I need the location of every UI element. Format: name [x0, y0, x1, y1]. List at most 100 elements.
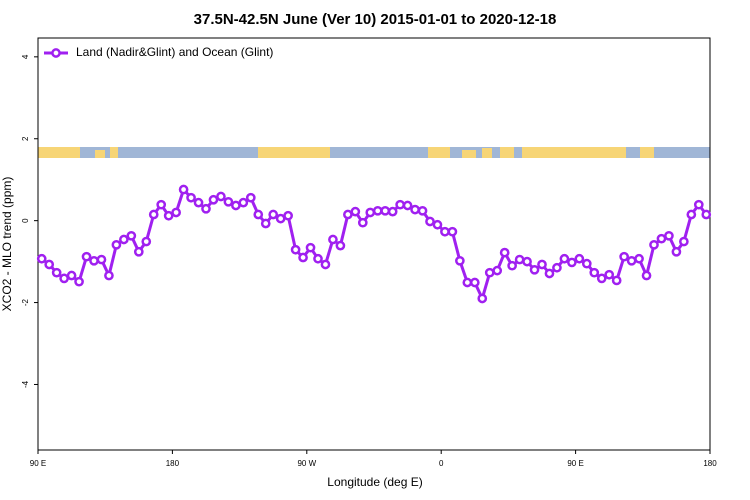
x-axis-label: Longitude (deg E)	[327, 475, 422, 489]
data-point	[417, 205, 428, 216]
data-point	[649, 239, 659, 250]
ocean-band	[38, 147, 710, 158]
data-point	[163, 210, 174, 221]
data-point	[679, 236, 689, 247]
chart-title: 37.5N-42.5N June (Ver 10) 2015-01-01 to …	[194, 11, 557, 28]
data-point	[693, 199, 704, 210]
data-point	[664, 230, 674, 241]
data-point	[193, 197, 204, 208]
data-point	[126, 230, 137, 241]
data-point	[51, 267, 62, 278]
data-point	[469, 277, 480, 288]
data-point	[350, 206, 361, 217]
data-point	[313, 253, 323, 264]
land-segment	[95, 150, 105, 158]
data-point	[559, 253, 570, 264]
data-point	[522, 256, 532, 267]
x-tick-label: 90 E	[30, 459, 46, 468]
data-point	[148, 209, 159, 220]
data-point	[537, 259, 547, 270]
data-point	[671, 246, 682, 257]
data-point	[626, 255, 637, 266]
y-axis-label: XCO2 - MLO trend (ppm)	[0, 177, 14, 312]
data-point	[320, 259, 331, 270]
land-segment	[482, 148, 492, 158]
data-point	[238, 197, 249, 208]
plot-frame	[37, 37, 711, 451]
data-point	[141, 236, 152, 247]
data-point	[701, 209, 712, 220]
land-segment	[428, 147, 450, 158]
data-point	[484, 267, 495, 278]
y-tick-label: 2	[21, 136, 30, 141]
land-segment	[38, 147, 80, 158]
data-point	[686, 209, 697, 220]
data-point	[372, 205, 383, 216]
data-point	[133, 246, 144, 257]
data-point	[387, 206, 398, 217]
data-point	[66, 270, 77, 281]
data-point	[462, 277, 473, 288]
y-tick-label: -2	[21, 298, 30, 306]
data-point	[245, 192, 256, 203]
data-point	[156, 199, 167, 210]
data-point	[357, 217, 368, 228]
y-tick-label: -4	[21, 380, 30, 388]
data-point	[186, 192, 196, 203]
data-point	[440, 226, 450, 237]
data-point	[81, 251, 92, 262]
data-point	[305, 242, 316, 253]
data-point	[477, 293, 488, 304]
data-point	[641, 270, 652, 281]
data-point	[290, 244, 301, 255]
x-tick-label: 90 E	[567, 459, 583, 468]
legend-marker	[51, 48, 61, 58]
data-point	[499, 247, 510, 258]
data-point	[268, 209, 279, 220]
land-segment	[110, 147, 118, 158]
land-segment	[640, 147, 654, 158]
data-point	[507, 260, 517, 271]
x-tick-label: 180	[703, 459, 717, 468]
data-point	[275, 213, 286, 224]
data-point	[283, 210, 293, 221]
data-point	[380, 205, 391, 216]
data-point	[171, 207, 181, 218]
data-point	[343, 209, 353, 220]
data-point	[231, 200, 241, 211]
data-point	[298, 252, 308, 263]
data-point	[208, 194, 219, 205]
data-point	[365, 207, 376, 218]
x-tick-label: 180	[166, 459, 180, 468]
data-point	[529, 264, 540, 275]
data-point	[223, 196, 234, 207]
data-point	[178, 184, 189, 195]
data-point	[432, 219, 443, 230]
data-point	[634, 253, 644, 264]
data-point	[96, 254, 107, 265]
data-point	[567, 257, 577, 268]
data-point	[544, 268, 555, 279]
data-point	[201, 203, 211, 214]
data-point	[514, 254, 525, 265]
data-point	[596, 273, 607, 284]
data-point	[656, 233, 667, 244]
data-point	[260, 218, 271, 229]
data-point	[59, 273, 69, 284]
data-point	[36, 253, 47, 264]
land-segment	[258, 147, 330, 158]
data-point	[89, 255, 99, 266]
data-point	[552, 262, 562, 273]
data-point	[492, 265, 503, 276]
data-point	[425, 216, 435, 227]
data-point	[104, 270, 114, 281]
land-segment	[522, 147, 626, 158]
data-point	[402, 200, 413, 211]
data-point	[216, 191, 226, 202]
data-point	[395, 199, 405, 210]
land-ocean-strip	[38, 147, 710, 158]
data-point	[74, 276, 84, 287]
legend-label: Land (Nadir&Glint) and Ocean (Glint)	[76, 45, 273, 59]
series-line	[40, 186, 708, 303]
